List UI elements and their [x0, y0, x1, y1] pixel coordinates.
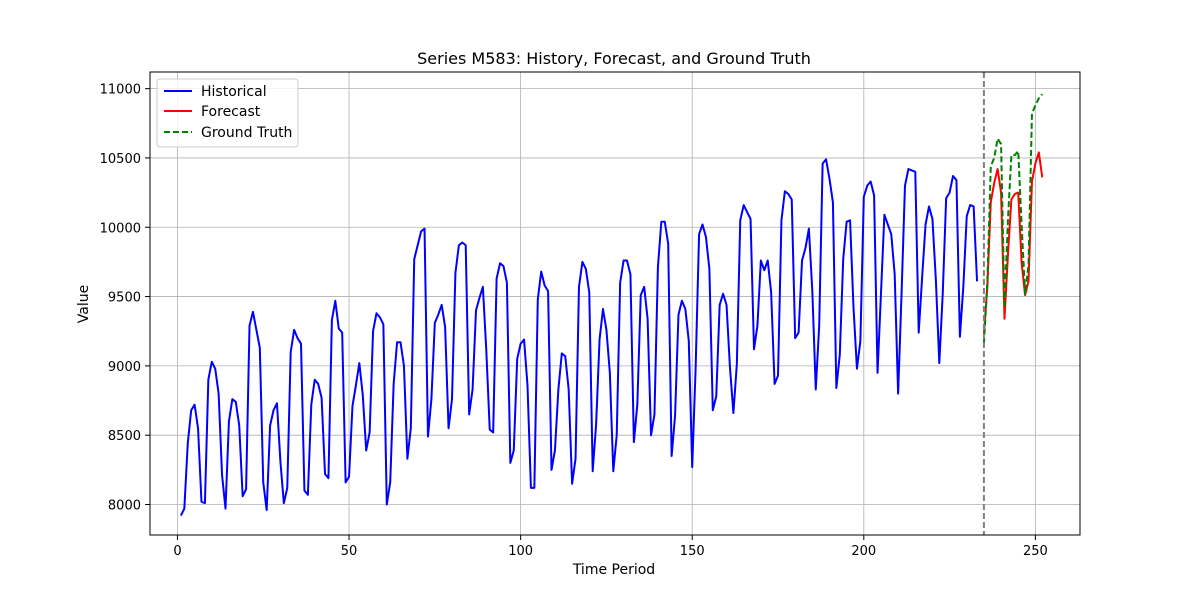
x-tick-label: 200	[851, 544, 876, 559]
y-tick-label: 9000	[108, 360, 141, 375]
plot-area	[179, 72, 1044, 535]
axes: 0 50 100 150 200 250 8000 8500 9000 9500 10000 1050…	[100, 71, 1081, 559]
series-line-ground-truth	[982, 93, 1044, 344]
x-axis-label: Time Period	[572, 562, 655, 578]
x-tick-label: 50	[341, 544, 358, 559]
grid	[150, 72, 1080, 535]
x-tick-label: 150	[680, 544, 705, 559]
y-tick-label: 11000	[100, 83, 141, 98]
legend: Historical Forecast Ground Truth	[156, 78, 299, 148]
x-tick-label: 100	[508, 544, 533, 559]
x-tick-label: 0	[173, 544, 181, 559]
series-line-forecast	[982, 151, 1044, 335]
y-axis-label: Value	[76, 285, 92, 323]
axes-frame	[149, 71, 1081, 536]
y-tick-label: 8500	[108, 429, 141, 444]
y-tick-label: 10500	[100, 152, 141, 167]
legend-label-ground-truth: Ground Truth	[201, 125, 292, 141]
y-tick-label: 8000	[108, 499, 141, 514]
y-tick-label: 10000	[100, 221, 141, 236]
legend-label-forecast: Forecast	[201, 104, 261, 120]
x-tick-label: 250	[1023, 544, 1048, 559]
y-tick-label: 9500	[108, 291, 141, 306]
legend-box	[156, 78, 299, 148]
legend-label-historical: Historical	[201, 84, 267, 100]
series-line-historical	[179, 158, 979, 517]
chart-title: Series M583: History, Forecast, and Grou…	[417, 49, 811, 68]
